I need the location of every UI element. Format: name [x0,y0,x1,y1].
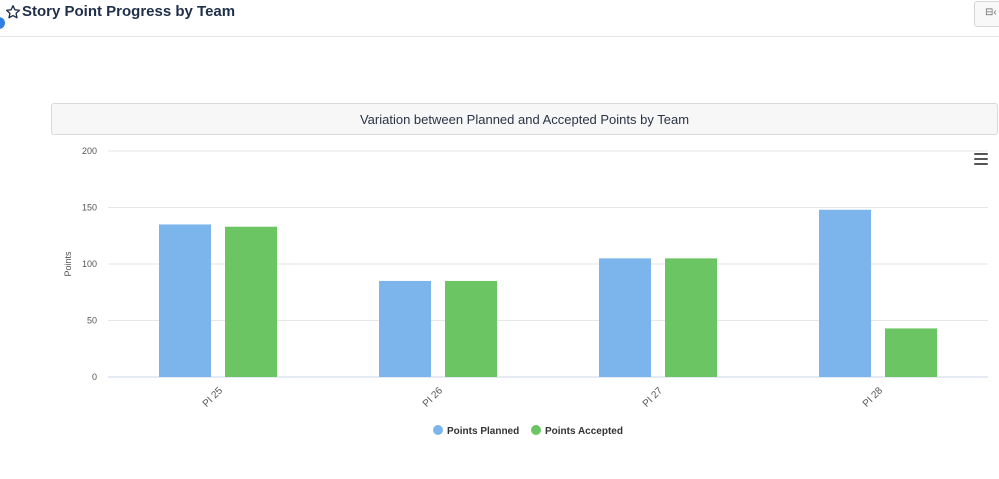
legend-item: Points Accepted [545,426,623,437]
export-button[interactable]: ⊟‹ [974,1,999,27]
bar-points-planned [159,224,211,377]
y-tick-label: 100 [82,259,97,269]
bar-points-planned [599,258,651,377]
bar-points-planned [819,209,871,377]
page-title: Story Point Progress by Team [22,3,236,20]
x-tick-label: PI 26 [421,385,446,410]
chart-header: Variation between Planned and Accepted P… [51,103,998,135]
bar-points-accepted [665,258,717,377]
x-tick-label: PI 28 [861,385,886,410]
export-icon: ⊟‹ [985,7,997,18]
legend-item: Points Planned [447,426,519,437]
legend-marker [531,425,541,435]
bar-points-accepted [225,226,277,377]
y-axis-label: Points [63,251,73,277]
x-tick-label: PI 25 [201,385,226,410]
bar-points-accepted [445,280,497,377]
y-tick-label: 50 [87,316,97,326]
chart-title: Variation between Planned and Accepted P… [359,112,690,127]
bar-points-planned [379,280,431,377]
legend-marker [433,425,443,435]
side-indicator [0,17,5,29]
chart-menu-icon[interactable] [974,153,988,165]
y-tick-label: 0 [92,372,97,382]
bar-points-accepted [885,328,937,377]
page-header: Story Point Progress by Team ⊟‹ [0,0,999,37]
y-tick-label: 150 [82,203,97,213]
star-outline-icon[interactable] [5,4,21,20]
y-tick-label: 200 [82,146,97,156]
x-tick-label: PI 27 [641,385,666,410]
